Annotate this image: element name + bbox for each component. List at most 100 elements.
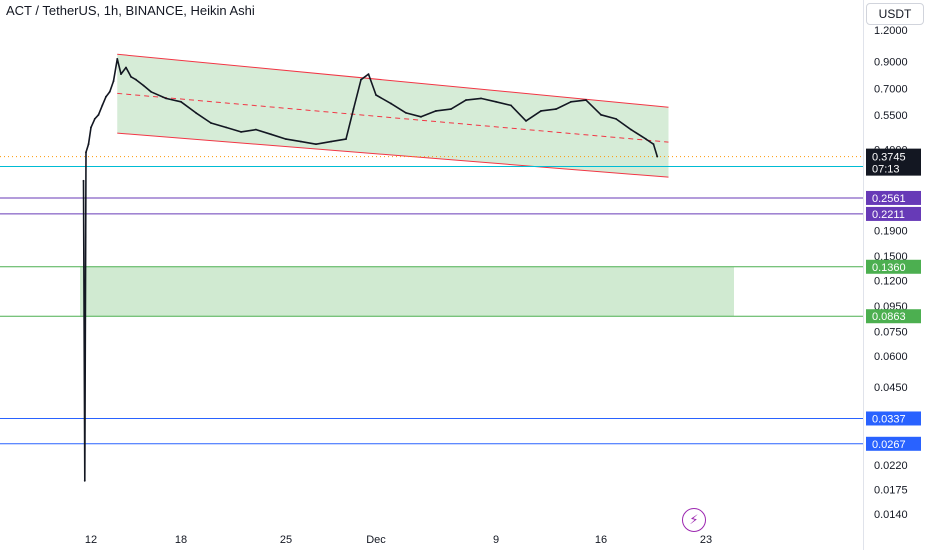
price-point xyxy=(585,99,587,101)
channel-upper-line xyxy=(117,53,669,108)
current-price-label: 0.3745 xyxy=(872,152,906,164)
y-tick-label: 0.0450 xyxy=(874,382,908,394)
x-tick-label: 12 xyxy=(85,534,97,546)
price-point xyxy=(330,140,332,143)
price-point xyxy=(645,138,647,140)
level-3-badge xyxy=(866,259,921,274)
price-point xyxy=(390,102,392,105)
price-point xyxy=(83,479,86,482)
y-tick-label: 0.1900 xyxy=(874,225,908,237)
price-point xyxy=(495,100,497,103)
x-tick-label: 23 xyxy=(700,534,712,546)
price-point xyxy=(270,133,272,136)
level-6-label: 0.0267 xyxy=(872,439,906,451)
price-point xyxy=(210,122,212,124)
price-point xyxy=(450,108,452,110)
level-2-label: 0.2211 xyxy=(872,209,905,221)
level-6-badge xyxy=(866,436,921,451)
y-tick-label: 0.0140 xyxy=(874,509,908,521)
price-point xyxy=(367,73,370,75)
price-point xyxy=(142,84,145,87)
price-point xyxy=(405,111,407,114)
level-1-label: 0.2561 xyxy=(872,193,906,205)
y-tick-label: 0.9000 xyxy=(874,56,908,68)
level-2-badge xyxy=(866,206,921,221)
price-point xyxy=(93,117,96,120)
x-tick-label: 16 xyxy=(595,534,607,546)
price-point xyxy=(195,111,197,114)
price-point xyxy=(285,138,287,140)
price-point xyxy=(360,78,362,81)
price-point xyxy=(87,143,90,146)
price-point xyxy=(101,104,104,107)
level-5-label: 0.0337 xyxy=(872,413,906,425)
price-point xyxy=(225,126,227,129)
level-4-badge xyxy=(866,309,921,324)
price-point xyxy=(315,143,317,146)
price-point xyxy=(255,128,257,131)
current-price-badge xyxy=(866,148,921,176)
x-tick-label: Dec xyxy=(366,534,386,546)
level-3-label: 0.1360 xyxy=(872,262,906,274)
price-point xyxy=(352,108,355,110)
x-tick-label: 25 xyxy=(280,534,292,546)
price-point xyxy=(130,75,132,78)
price-point xyxy=(108,90,111,93)
level-1-badge xyxy=(866,190,921,205)
price-point xyxy=(116,57,119,60)
price-point xyxy=(112,80,115,83)
price-point xyxy=(465,99,467,101)
flash-icon[interactable]: ⚡ xyxy=(682,508,706,532)
channel-mid-line xyxy=(117,92,669,143)
y-tick-label: 0.5500 xyxy=(874,110,908,122)
y-tick-label: 1.2000 xyxy=(874,25,908,37)
x-tick-label: 18 xyxy=(175,534,187,546)
price-point xyxy=(150,90,152,93)
price-point xyxy=(300,140,302,143)
price-point xyxy=(345,138,347,140)
price-point xyxy=(570,100,572,103)
x-tick-label: 9 xyxy=(493,534,499,546)
price-point xyxy=(125,66,127,69)
price-point xyxy=(105,95,107,98)
level-4-label: 0.0863 xyxy=(872,311,906,323)
price-point xyxy=(656,155,659,158)
symbol-title: ACT / TetherUS, 1h, BINANCE, Heikin Ashi xyxy=(6,3,255,18)
y-tick-label: 0.1200 xyxy=(874,275,908,287)
price-point xyxy=(540,110,542,112)
price-point xyxy=(240,131,242,133)
price-point xyxy=(135,78,137,81)
price-point xyxy=(510,104,512,107)
countdown-label: 07:13 xyxy=(872,164,900,176)
price-point xyxy=(85,151,87,154)
price-point xyxy=(375,94,377,96)
y-tick-label: 0.0600 xyxy=(874,351,908,363)
channel-fill xyxy=(117,54,669,178)
price-point xyxy=(600,113,602,116)
price-point xyxy=(555,108,557,110)
price-point xyxy=(615,117,617,120)
price-point xyxy=(435,110,437,112)
price-point xyxy=(165,97,167,100)
price-point xyxy=(82,179,85,182)
price-point xyxy=(480,97,482,100)
price-point xyxy=(652,143,655,146)
channel-lower-line xyxy=(117,132,669,178)
currency-button[interactable]: USDT xyxy=(866,3,924,25)
y-tick-label: 0.7000 xyxy=(874,84,908,96)
y-tick-label: 0.0175 xyxy=(874,485,908,497)
price-axis-divider xyxy=(863,0,864,550)
price-point xyxy=(525,120,527,122)
level-5-badge xyxy=(866,411,921,426)
y-tick-label: 0.0750 xyxy=(874,326,908,338)
price-point xyxy=(630,128,632,131)
price-point xyxy=(97,113,100,116)
demand-zone xyxy=(80,266,734,317)
price-point xyxy=(120,73,122,75)
price-point xyxy=(180,100,182,103)
price-point xyxy=(90,126,92,129)
price-point xyxy=(420,115,422,118)
y-tick-label: 0.0220 xyxy=(874,460,908,472)
